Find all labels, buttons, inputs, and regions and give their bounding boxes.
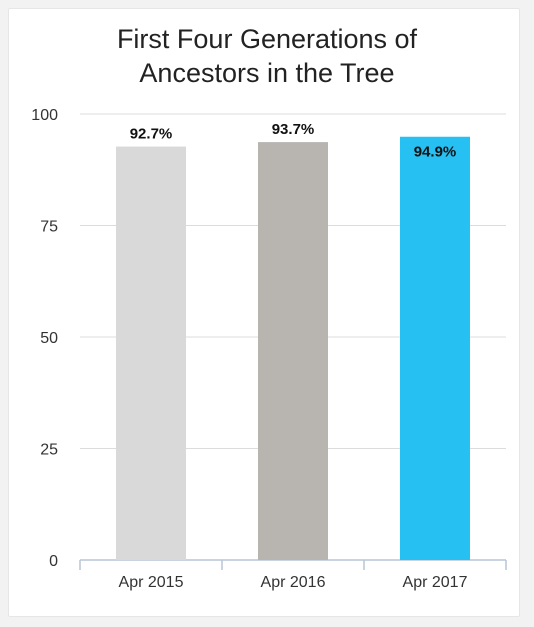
data-label: 93.7% <box>272 121 315 138</box>
y-tick-label: 0 <box>49 553 58 570</box>
x-tick-label: Apr 2016 <box>261 574 326 591</box>
data-label: 94.9% <box>414 144 457 161</box>
y-tick-label: 75 <box>40 219 58 236</box>
bar-apr-2017 <box>400 136 470 560</box>
x-tick-label: Apr 2015 <box>119 574 184 591</box>
chart-title: First Four Generations of Ancestors in t… <box>0 22 534 90</box>
y-tick-label: 25 <box>40 442 58 459</box>
x-tick-label: Apr 2017 <box>403 574 468 591</box>
data-label: 92.7% <box>130 126 173 143</box>
chart-title-line-2: Ancestors in the Tree <box>139 58 395 88</box>
chart-title-line-1: First Four Generations of <box>116 24 418 54</box>
y-tick-label: 50 <box>40 330 58 347</box>
bar-apr-2016 <box>258 142 328 560</box>
bar-apr-2015 <box>116 146 186 561</box>
y-tick-label: 100 <box>31 107 58 124</box>
